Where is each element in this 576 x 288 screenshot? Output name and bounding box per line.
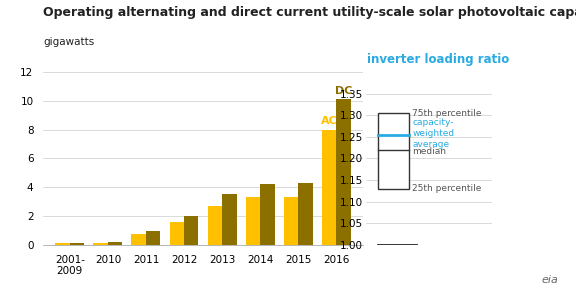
Bar bbox=[55, 243, 70, 245]
Text: 75th percentile: 75th percentile bbox=[412, 109, 482, 118]
Bar bbox=[169, 222, 184, 245]
Text: gigawatts: gigawatts bbox=[43, 37, 94, 48]
Bar bbox=[336, 99, 351, 245]
Text: eia: eia bbox=[542, 275, 559, 285]
Bar bbox=[70, 242, 84, 245]
Bar bbox=[222, 194, 237, 245]
Bar bbox=[93, 242, 108, 245]
Text: capacity-
weighted
average: capacity- weighted average bbox=[412, 118, 454, 149]
Bar bbox=[146, 231, 160, 245]
Text: median: median bbox=[412, 147, 446, 156]
Bar bbox=[284, 197, 298, 245]
Text: 25th percentile: 25th percentile bbox=[412, 184, 482, 193]
Text: Operating alternating and direct current utility-scale solar photovoltaic capaci: Operating alternating and direct current… bbox=[43, 6, 576, 19]
Bar bbox=[131, 234, 146, 245]
Bar bbox=[245, 197, 260, 245]
Text: AC: AC bbox=[321, 116, 338, 126]
Bar bbox=[260, 184, 275, 245]
Text: DC: DC bbox=[335, 86, 352, 96]
Bar bbox=[298, 183, 313, 245]
Bar bbox=[184, 216, 199, 245]
Bar bbox=[322, 130, 336, 245]
Bar bbox=[207, 206, 222, 245]
Bar bbox=[108, 242, 122, 245]
Text: inverter loading ratio: inverter loading ratio bbox=[367, 52, 509, 65]
Bar bbox=[378, 113, 410, 189]
